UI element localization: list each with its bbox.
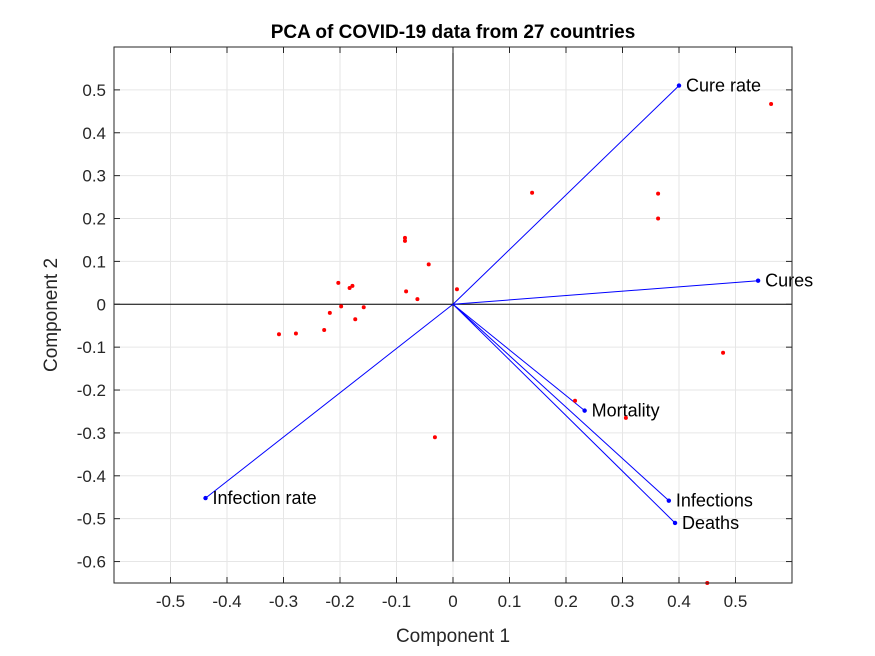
observation-point xyxy=(656,191,661,196)
observation-point xyxy=(769,102,774,107)
observation-points xyxy=(276,102,774,585)
vector-label: Infections xyxy=(676,491,753,511)
x-tick-label: 0 xyxy=(448,592,457,611)
y-tick-label: -0.1 xyxy=(77,338,106,357)
vector-endpoint xyxy=(582,408,587,413)
observation-point xyxy=(454,287,459,292)
observation-point xyxy=(721,350,726,355)
vector-line xyxy=(452,85,680,305)
observation-point xyxy=(339,304,344,309)
vector-endpoint xyxy=(672,520,678,526)
x-tick-label: -0.4 xyxy=(212,592,241,611)
vector-label: Cures xyxy=(765,271,813,291)
observation-point xyxy=(426,262,431,267)
y-tick-label: 0.3 xyxy=(82,167,106,186)
vector-line xyxy=(205,303,454,499)
y-tick-label: -0.4 xyxy=(77,467,106,486)
ticks: -0.5 -0.4 -0.3 -0.2 -0.1 0 0.1 0.2 0.3 0.4 0.5 -0.6… xyxy=(77,47,792,611)
observation-point xyxy=(623,415,628,420)
x-tick-label: -0.3 xyxy=(269,592,298,611)
observation-point xyxy=(415,297,420,302)
vector-endpoint xyxy=(755,278,761,283)
vector-endpoint xyxy=(666,498,672,503)
x-tick-label: 0.5 xyxy=(724,592,748,611)
observation-point xyxy=(432,435,437,440)
observation-point xyxy=(573,398,578,403)
vector-label: Mortality xyxy=(592,401,660,421)
observation-point xyxy=(404,289,409,294)
vector-label: Cure rate xyxy=(686,76,761,96)
vector-line xyxy=(452,303,585,412)
observation-point xyxy=(656,216,661,221)
x-tick-label: -0.5 xyxy=(156,592,185,611)
y-tick-label: 0.1 xyxy=(82,252,106,271)
y-axis-label: Component 2 xyxy=(41,258,62,372)
y-tick-label: -0.6 xyxy=(77,553,106,572)
observation-point xyxy=(327,310,332,315)
x-tick-label: 0.2 xyxy=(554,592,578,611)
y-tick-label: 0.5 xyxy=(82,81,106,100)
x-tick-label: 0.1 xyxy=(498,592,522,611)
y-tick-label: 0 xyxy=(97,295,106,314)
x-tick-label: -0.1 xyxy=(382,592,411,611)
observation-point xyxy=(402,235,407,240)
x-axis-label: Component 1 xyxy=(396,626,510,647)
observation-point xyxy=(353,317,358,322)
vector-label: Deaths xyxy=(682,513,739,533)
vector-line xyxy=(452,280,759,305)
observation-point xyxy=(322,328,327,333)
observation-point xyxy=(530,190,535,195)
vector-endpoint xyxy=(203,495,208,501)
x-tick-label: -0.2 xyxy=(325,592,354,611)
y-tick-label: -0.3 xyxy=(77,424,106,443)
vector-line xyxy=(452,303,676,524)
observation-point xyxy=(276,332,281,337)
vector-line xyxy=(452,303,670,502)
observation-point xyxy=(347,285,352,290)
y-tick-label: 0.2 xyxy=(82,210,106,229)
x-tick-label: 0.3 xyxy=(611,592,635,611)
observation-point xyxy=(402,238,407,243)
vector-endpoint xyxy=(676,83,682,88)
y-tick-label: 0.4 xyxy=(82,124,106,143)
vector-label: Infection rate xyxy=(213,488,317,508)
observation-point xyxy=(361,305,366,310)
x-tick-label: 0.4 xyxy=(667,592,691,611)
y-tick-label: -0.5 xyxy=(77,510,106,529)
observation-point xyxy=(293,331,298,336)
observation-point xyxy=(336,280,341,285)
observation-point xyxy=(350,283,355,288)
chart-title: PCA of COVID-19 data from 27 countries xyxy=(271,22,636,43)
y-tick-label: -0.2 xyxy=(77,381,106,400)
